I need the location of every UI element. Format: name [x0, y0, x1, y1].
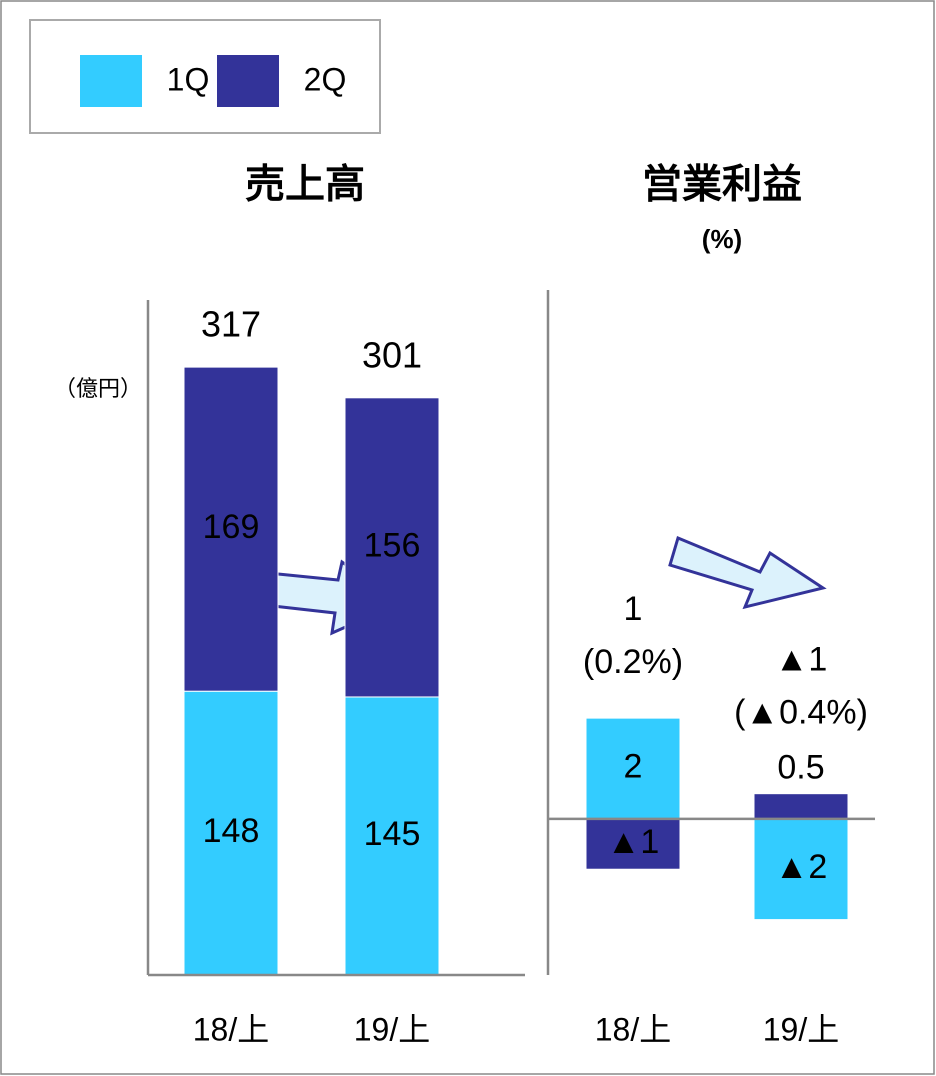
legend-swatch	[217, 55, 279, 107]
x-tick-label: 19/上	[354, 1011, 431, 1047]
legend-label: 1Q	[167, 61, 210, 97]
value-label: 145	[364, 815, 421, 853]
bar-segment	[344, 397, 440, 698]
chart-subtitle: (%)	[702, 224, 742, 254]
total-label: 317	[201, 304, 261, 345]
x-tick-label: 18/上	[193, 1011, 270, 1047]
bar-segment	[344, 696, 440, 976]
bar-segment	[183, 366, 279, 692]
value-label: 148	[203, 812, 260, 850]
x-tick-label: 19/上	[763, 1011, 840, 1047]
margin-label: (▲0.4%)	[734, 694, 868, 732]
value-label: 2	[624, 747, 643, 785]
bar-segment	[585, 818, 681, 870]
x-tick-label: 18/上	[595, 1011, 672, 1047]
margin-label: (0.2%)	[583, 643, 683, 681]
unit-label: （億円）	[54, 376, 142, 401]
trend-arrow	[668, 535, 827, 610]
value-label: 0.5	[777, 749, 824, 787]
legend-label: 2Q	[304, 61, 347, 97]
legend-swatch	[80, 55, 142, 107]
value-label: 156	[364, 526, 421, 564]
chart-title: 売上高	[245, 163, 365, 207]
bar-segment	[753, 793, 849, 820]
bar-segment	[183, 690, 279, 976]
chart-title: 営業利益	[642, 163, 802, 207]
total-label: 1	[624, 590, 643, 628]
total-label: ▲1	[775, 641, 828, 679]
value-label: ▲1	[607, 823, 660, 861]
total-label: 301	[362, 334, 422, 375]
value-label: 169	[203, 508, 260, 546]
value-label: ▲2	[775, 848, 828, 886]
